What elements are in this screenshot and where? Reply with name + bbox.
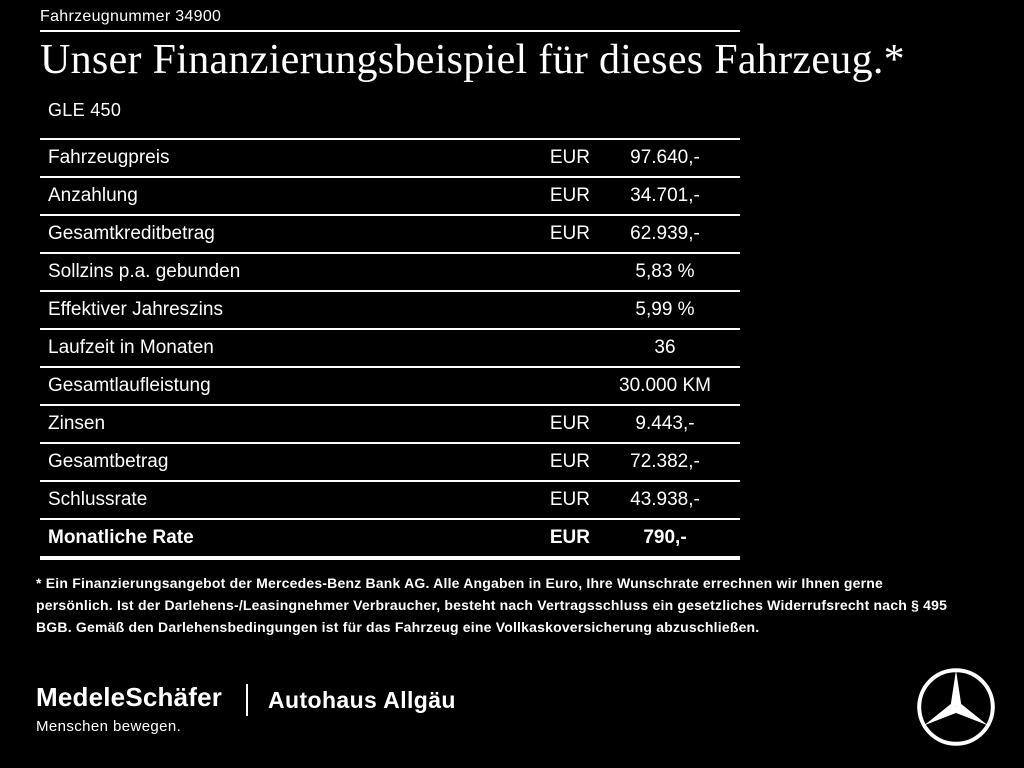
header-rule	[40, 30, 740, 32]
row-label: Gesamtlaufleistung	[48, 375, 211, 396]
row-value: 97.640,-	[630, 147, 700, 168]
row-value: 36	[654, 337, 676, 358]
row-value: 34.701,-	[630, 185, 700, 206]
row-label: Effektiver Jahreszins	[48, 299, 223, 320]
finance-table: Fahrzeugpreis EUR 97.640,- Anzahlung EUR…	[40, 138, 740, 560]
row-label: Fahrzeugpreis	[48, 147, 170, 168]
dealer-tagline: Menschen bewegen.	[36, 718, 182, 735]
table-row: Gesamtkreditbetrag EUR 62.939,-	[40, 214, 740, 252]
row-label: Anzahlung	[48, 185, 138, 206]
footer-divider	[246, 684, 248, 716]
table-row: Effektiver Jahreszins 5,99 %	[40, 290, 740, 328]
legal-footnote: * Ein Finanzierungsangebot der Mercedes-…	[36, 575, 948, 635]
dealer-logo-medeleschaefer: MedeleSchäfer	[36, 682, 223, 712]
row-label: Schlussrate	[48, 489, 148, 510]
table-row: Sollzins p.a. gebunden 5,83 %	[40, 252, 740, 290]
footer: MedeleSchäfer Menschen bewegen. Autohaus…	[0, 668, 1024, 768]
row-label: Zinsen	[48, 413, 106, 434]
row-currency: EUR	[549, 185, 590, 206]
row-value: 30.000 KM	[619, 375, 711, 396]
dealer-logo-autohaus-allgaeu: Autohaus Allgäu	[268, 687, 456, 713]
row-label: Gesamtbetrag	[48, 451, 169, 472]
row-value: 5,83 %	[635, 261, 695, 282]
row-value: 62.939,-	[630, 223, 700, 244]
row-currency: EUR	[549, 489, 590, 510]
row-currency: EUR	[549, 147, 590, 168]
row-currency: EUR	[549, 223, 590, 244]
row-label: Monatliche Rate	[48, 527, 194, 548]
row-currency: EUR	[549, 527, 590, 548]
vehicle-number: Fahrzeugnummer 34900	[40, 8, 222, 25]
row-value: 43.938,-	[630, 489, 700, 510]
row-value: 72.382,-	[630, 451, 700, 472]
row-value: 790,-	[643, 527, 687, 548]
page-title: Unser Finanzierungsbeispiel für dieses F…	[40, 37, 905, 83]
table-row: Anzahlung EUR 34.701,-	[40, 176, 740, 214]
row-currency: EUR	[549, 451, 590, 472]
table-row: Schlussrate EUR 43.938,-	[40, 480, 740, 518]
table-row: Zinsen EUR 9.443,-	[40, 404, 740, 442]
row-value: 5,99 %	[635, 299, 695, 320]
table-row: Gesamtlaufleistung 30.000 KM	[40, 366, 740, 404]
row-value: 9.443,-	[635, 413, 695, 434]
row-label: Laufzeit in Monaten	[48, 337, 214, 358]
table-row: Laufzeit in Monaten 36	[40, 328, 740, 366]
table-row: Fahrzeugpreis EUR 97.640,-	[40, 138, 740, 176]
model-name: GLE 450	[48, 100, 122, 120]
mercedes-star-icon	[916, 667, 996, 752]
row-label: Gesamtkreditbetrag	[48, 223, 215, 244]
row-currency: EUR	[549, 413, 590, 434]
row-label: Sollzins p.a. gebunden	[48, 261, 241, 282]
table-row: Gesamtbetrag EUR 72.382,-	[40, 442, 740, 480]
table-row-monthly-rate: Monatliche Rate EUR 790,-	[40, 518, 740, 560]
